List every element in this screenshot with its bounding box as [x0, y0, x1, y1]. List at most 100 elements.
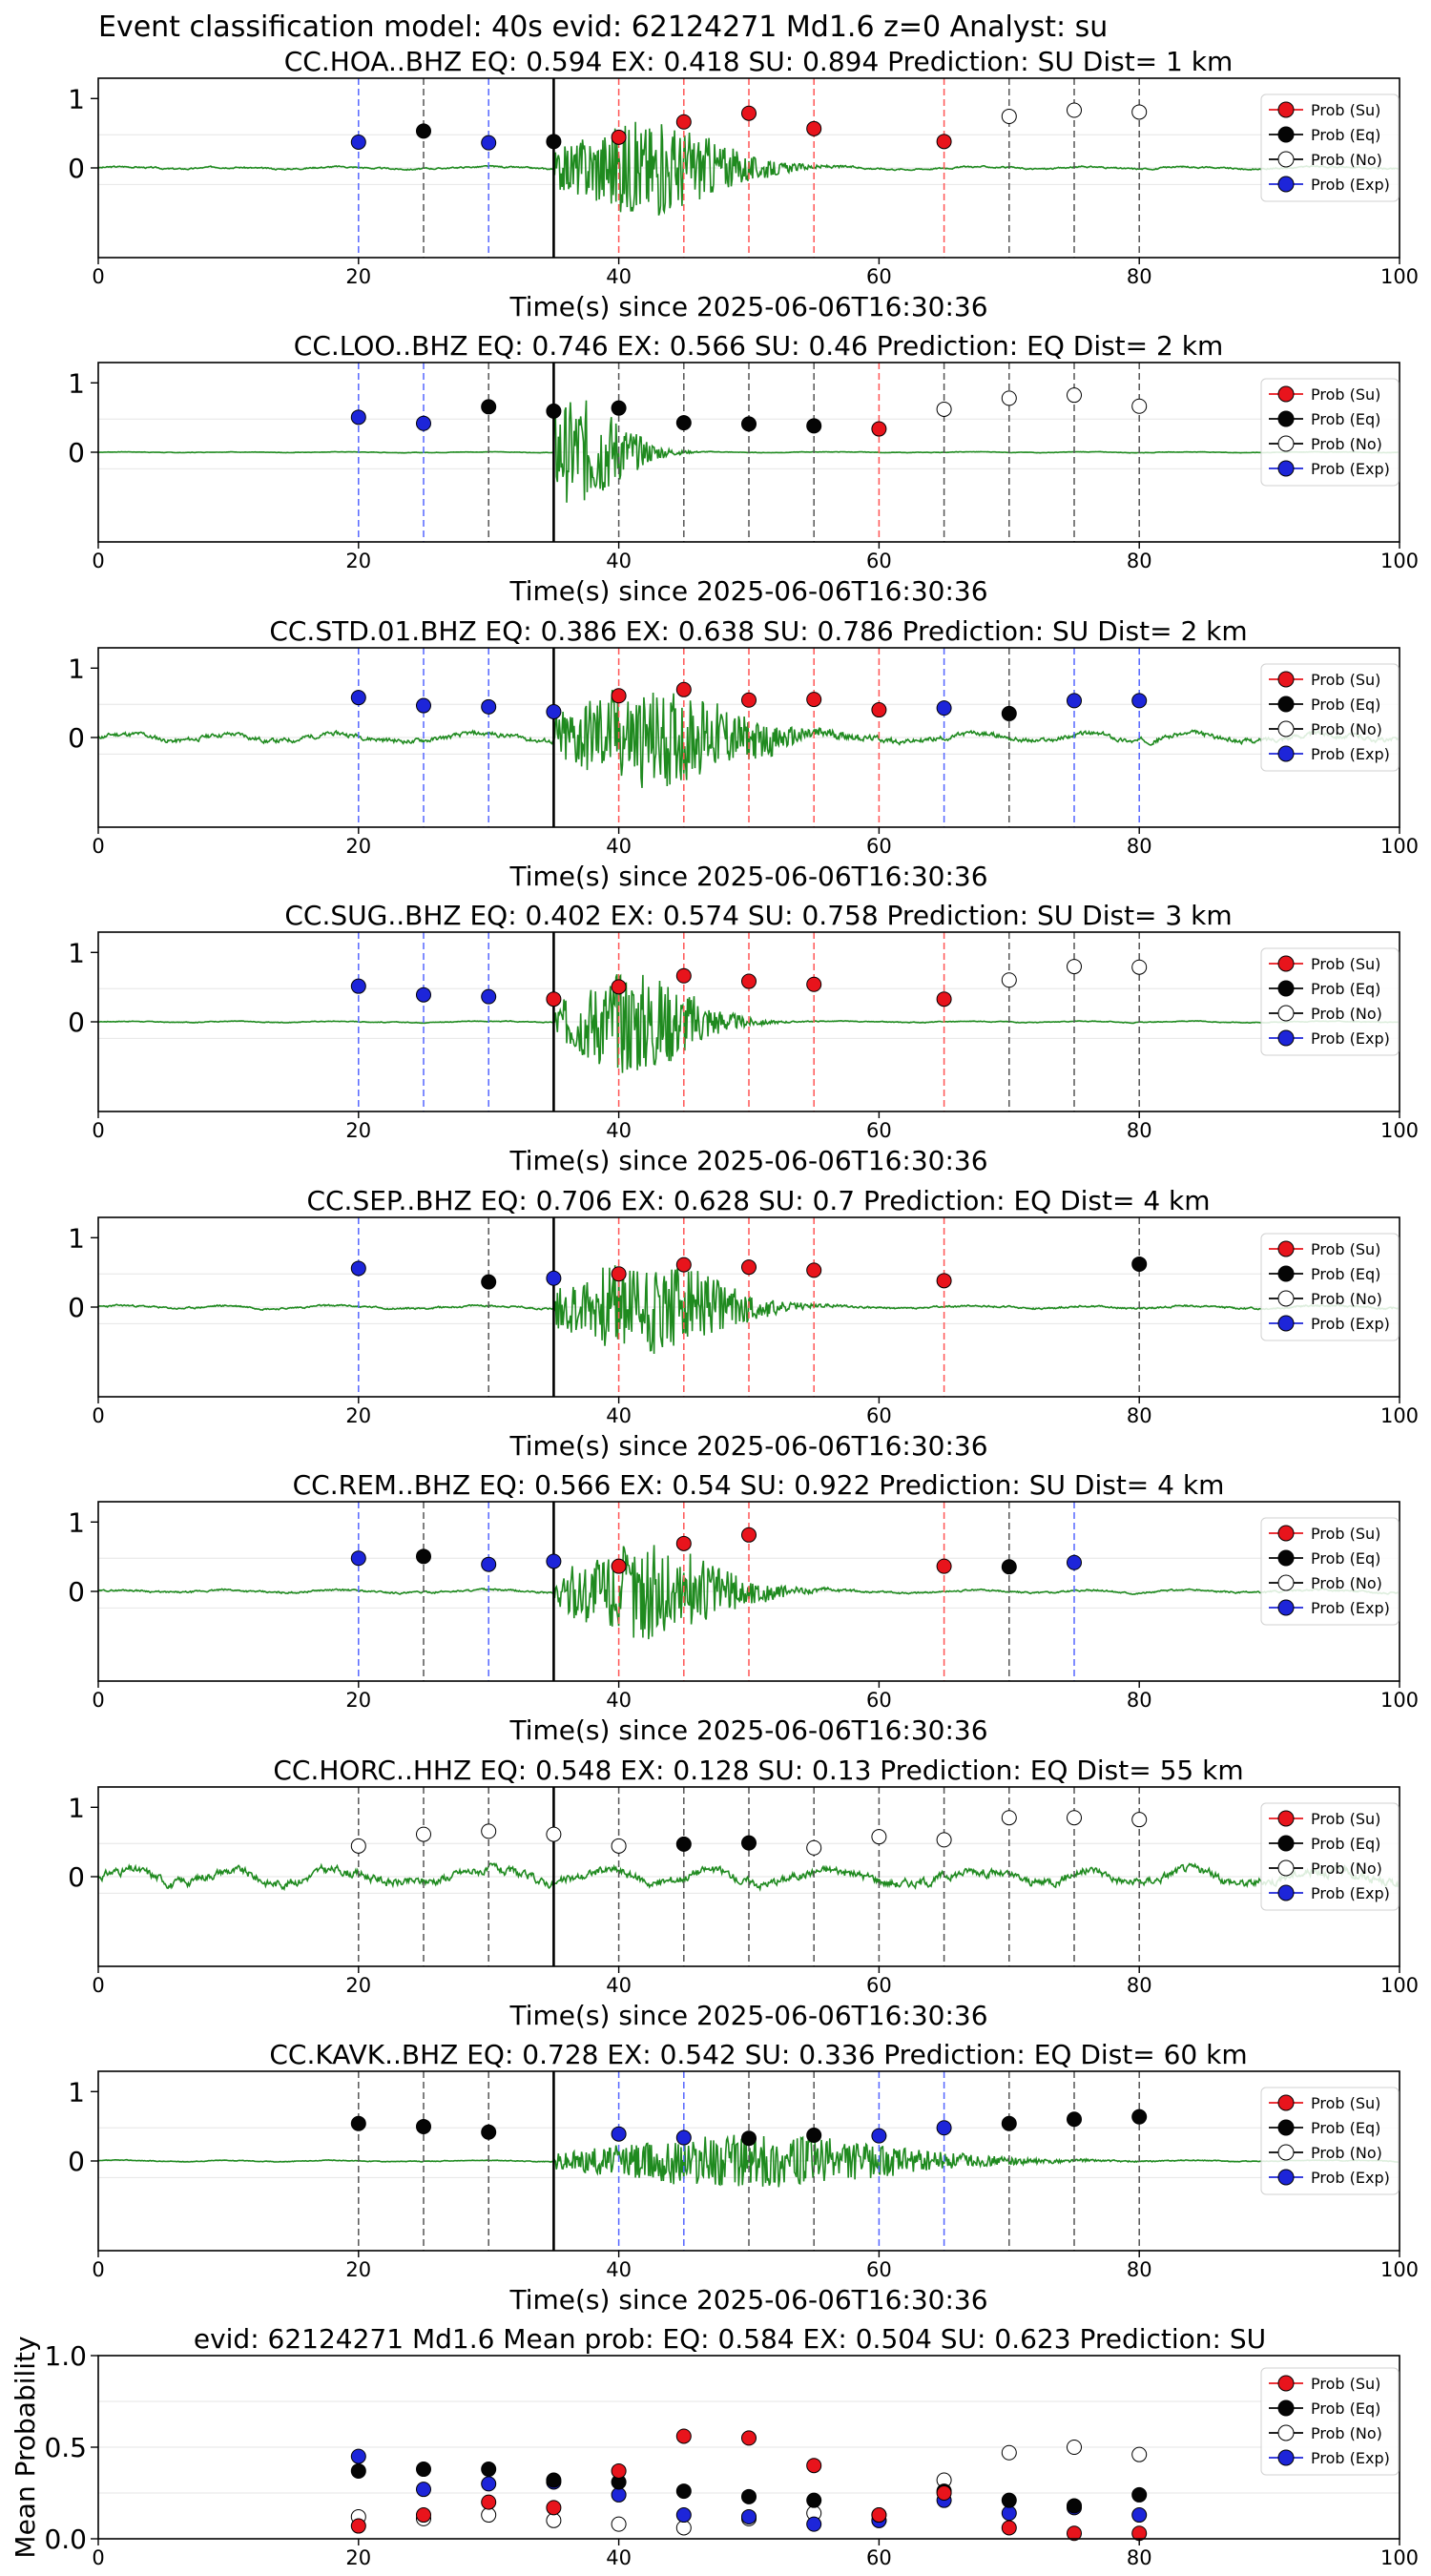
x-tick-label: 80 — [1127, 550, 1152, 572]
x-tick-label: 100 — [1380, 1974, 1419, 1997]
legend-box — [1260, 947, 1400, 1056]
mean-prob-point-no — [1131, 2446, 1148, 2462]
mean-prob-point-su — [350, 2518, 366, 2534]
prob-point-exp — [416, 415, 431, 431]
y-tick-label: 0 — [68, 1861, 85, 1893]
x-axis-label: Time(s) since 2025-06-06T16:30:36 — [508, 2284, 987, 2316]
prob-point-no — [936, 401, 952, 417]
prob-point-su — [806, 976, 822, 992]
x-axis-label: Time(s) since 2025-06-06T16:30:36 — [508, 1145, 987, 1176]
panel-title: CC.SEP..BHZ EQ: 0.706 EX: 0.628 SU: 0.7 … — [306, 1185, 1210, 1216]
prob-point-eq — [1131, 1256, 1148, 1272]
legend-label-eq: Prob (Eq) — [1311, 1835, 1380, 1853]
x-tick-label: 100 — [1380, 835, 1419, 858]
y-tick-label: 1 — [68, 83, 85, 114]
prob-point-exp — [1131, 693, 1148, 709]
legend-label-su: Prob (Su) — [1311, 671, 1380, 689]
prob-point-eq — [416, 123, 431, 139]
legend-marker — [1277, 435, 1295, 452]
prob-point-no — [1131, 398, 1148, 414]
panel-title: CC.HOA..BHZ EQ: 0.594 EX: 0.418 SU: 0.89… — [284, 46, 1234, 77]
legend-label-su: Prob (Su) — [1311, 1810, 1380, 1828]
legend-marker — [1277, 980, 1295, 997]
legend-marker — [1277, 720, 1295, 737]
prob-point-exp — [416, 987, 431, 1003]
legend-marker — [1277, 1029, 1295, 1047]
y-tick-label: 0 — [68, 153, 85, 184]
x-tick-label: 80 — [1127, 1119, 1152, 1142]
mean-prob-point-eq — [416, 2462, 431, 2478]
y-axis-label: Mean Probability — [10, 2336, 41, 2558]
prob-point-exp — [350, 978, 366, 994]
legend-label-eq: Prob (Eq) — [1311, 410, 1380, 428]
prob-point-exp — [675, 2129, 692, 2146]
x-tick-label: 40 — [606, 835, 632, 858]
y-tick-label: 0.5 — [44, 2432, 87, 2463]
x-tick-label: 20 — [345, 1974, 371, 1997]
x-tick-label: 60 — [866, 1689, 892, 1712]
prob-point-exp — [481, 698, 497, 715]
prob-point-su — [806, 692, 822, 708]
x-tick-label: 0 — [92, 550, 104, 572]
mean-prob-point-eq — [741, 2488, 757, 2504]
prob-point-exp — [350, 690, 366, 706]
legend-marker — [1277, 151, 1295, 168]
mean-prob-point-exp — [481, 2476, 497, 2492]
prob-point-eq — [1001, 1559, 1017, 1575]
mean-prob-point-su — [871, 2507, 887, 2524]
x-tick-label: 20 — [345, 550, 371, 572]
figure-suptitle: Event classification model: 40s evid: 62… — [98, 10, 1108, 44]
mean-prob-point-exp — [1001, 2505, 1017, 2522]
prob-point-exp — [1067, 693, 1082, 709]
x-tick-label: 100 — [1380, 1404, 1419, 1427]
legend-marker — [1277, 1574, 1295, 1591]
y-tick-label: 1 — [68, 653, 85, 684]
legend-label-exp: Prob (Exp) — [1311, 2169, 1390, 2187]
legend-marker — [1277, 2144, 1295, 2161]
y-tick-label: 1 — [68, 2076, 85, 2108]
mean-prob-point-su — [741, 2430, 757, 2446]
legend-marker — [1277, 2169, 1295, 2186]
x-axis-label: Time(s) since 2025-06-06T16:30:36 — [508, 861, 987, 892]
mean-prob-point-exp — [1131, 2507, 1148, 2524]
prob-point-exp — [481, 1556, 497, 1572]
x-tick-label: 80 — [1127, 2258, 1152, 2281]
prob-point-su — [741, 1527, 757, 1543]
legend-label-exp: Prob (Exp) — [1311, 2449, 1390, 2467]
prob-point-su — [611, 688, 627, 704]
prob-point-su — [611, 1266, 627, 1282]
legend-marker — [1277, 2424, 1295, 2441]
legend-marker — [1277, 1315, 1295, 1332]
legend-marker — [1277, 2375, 1295, 2392]
prob-point-no — [806, 1839, 822, 1856]
y-tick-label: 0.0 — [44, 2524, 87, 2555]
x-tick-label: 100 — [1380, 550, 1419, 572]
legend-label-eq: Prob (Eq) — [1311, 1549, 1380, 1568]
prob-point-eq — [350, 2115, 366, 2131]
mean-prob-point-exp — [611, 2486, 627, 2503]
y-tick-label: 0 — [68, 1292, 85, 1323]
y-tick-label: 0 — [68, 437, 85, 468]
x-tick-label: 60 — [866, 1974, 892, 1997]
legend-box — [1260, 93, 1400, 202]
legend-label-su: Prob (Su) — [1311, 955, 1380, 973]
legend-label-su: Prob (Su) — [1311, 385, 1380, 404]
prob-point-no — [1131, 959, 1148, 975]
prob-point-su — [936, 134, 952, 150]
prob-point-exp — [1067, 1554, 1082, 1570]
prob-point-eq — [1001, 705, 1017, 721]
mean-prob-point-su — [546, 2500, 562, 2516]
legend-label-no: Prob (No) — [1311, 1859, 1382, 1878]
prob-point-su — [675, 1257, 692, 1273]
legend-marker — [1277, 2399, 1295, 2417]
x-tick-label: 80 — [1127, 1689, 1152, 1712]
prob-point-exp — [350, 134, 366, 150]
mean-probability-panel: 0.0 0.5 1.0 0 20 40 60 80 100 evid: 62124271 Md1.… — [10, 2323, 1419, 2569]
x-tick-label: 20 — [345, 2258, 371, 2281]
prob-point-su — [936, 991, 952, 1008]
prob-point-eq — [741, 416, 757, 432]
prob-point-eq — [1067, 2111, 1082, 2128]
x-tick-label: 20 — [345, 1404, 371, 1427]
legend-marker — [1277, 1290, 1295, 1307]
